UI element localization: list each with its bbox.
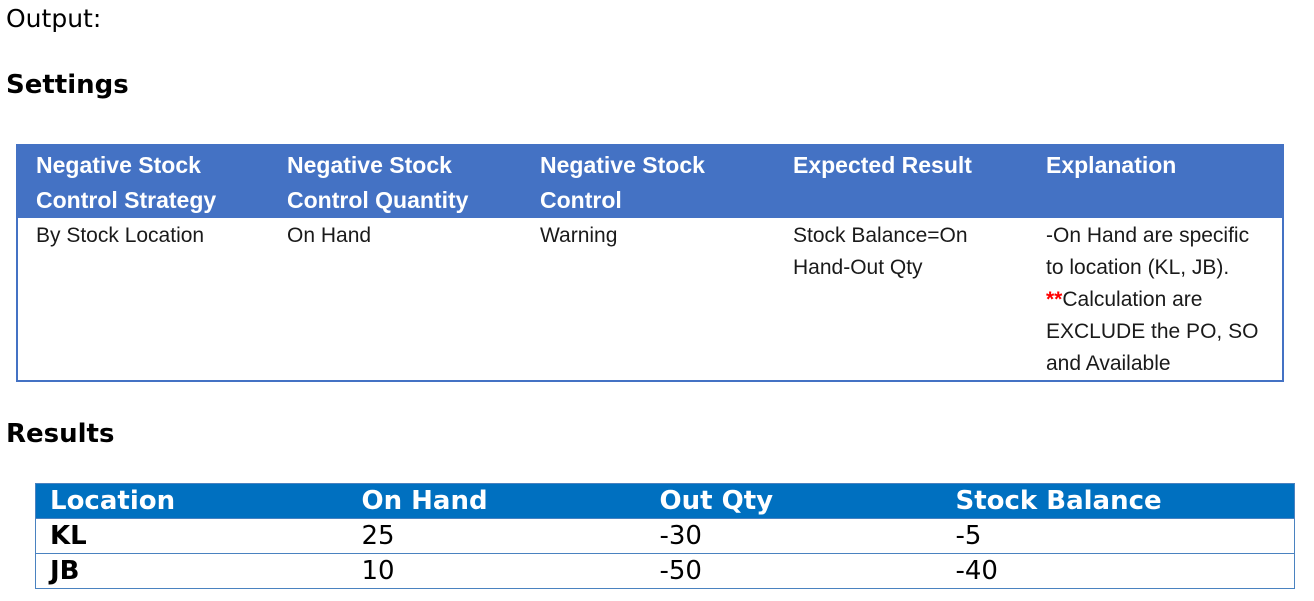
header-negative-stock-control: Negative Stock Control — [522, 145, 775, 218]
header-explanation: Explanation — [1028, 145, 1283, 218]
cell-expected-result: Stock Balance=On Hand-Out Qty — [793, 224, 968, 279]
header-out-qty: Out Qty — [645, 483, 942, 519]
results-header-row: Location On Hand Out Qty Stock Balance — [35, 483, 1295, 519]
header-stock-balance: Stock Balance — [941, 483, 1295, 519]
table-row: KL 25 -30 -5 — [35, 518, 1295, 554]
cell-location: KL — [35, 518, 348, 554]
cell-on-hand: 25 — [347, 518, 646, 554]
header-on-hand: On Hand — [347, 483, 646, 519]
explanation-stars: ** — [1046, 288, 1063, 311]
header-negative-stock-control-quantity: Negative Stock Control Quantity — [269, 145, 522, 218]
results-table: Location On Hand Out Qty Stock Balance K… — [35, 483, 1295, 589]
results-heading: Results — [6, 419, 115, 449]
cell-quantity: On Hand — [287, 224, 372, 247]
settings-table-image: Negative Stock Control Strategy Negative… — [0, 125, 1298, 415]
settings-table: Negative Stock Control Strategy Negative… — [16, 144, 1284, 382]
cell-location: JB — [35, 553, 348, 589]
explanation-text-1: -On Hand are specific to location (KL, J… — [1046, 224, 1250, 279]
header-expected-result: Expected Result — [775, 145, 1028, 218]
cell-strategy: By Stock Location — [36, 224, 205, 247]
settings-header-row: Negative Stock Control Strategy Negative… — [17, 145, 1283, 218]
cell-explanation: -On Hand are specific to location (KL, J… — [1028, 218, 1283, 381]
settings-data-row: By Stock Location On Hand Warning Stock … — [17, 218, 1283, 381]
explanation-text-2: Calculation are EXCLUDE the PO, SO and A… — [1046, 288, 1259, 375]
cell-stock-balance: -40 — [941, 553, 1295, 589]
cell-out-qty: -50 — [645, 553, 942, 589]
table-row: JB 10 -50 -40 — [35, 553, 1295, 589]
cell-control: Warning — [540, 224, 618, 247]
settings-heading: Settings — [6, 70, 129, 100]
cell-on-hand: 10 — [347, 553, 646, 589]
output-label: Output: — [6, 4, 102, 33]
header-location: Location — [35, 483, 348, 519]
header-negative-stock-control-strategy: Negative Stock Control Strategy — [17, 145, 269, 218]
cell-out-qty: -30 — [645, 518, 942, 554]
cell-stock-balance: -5 — [941, 518, 1295, 554]
